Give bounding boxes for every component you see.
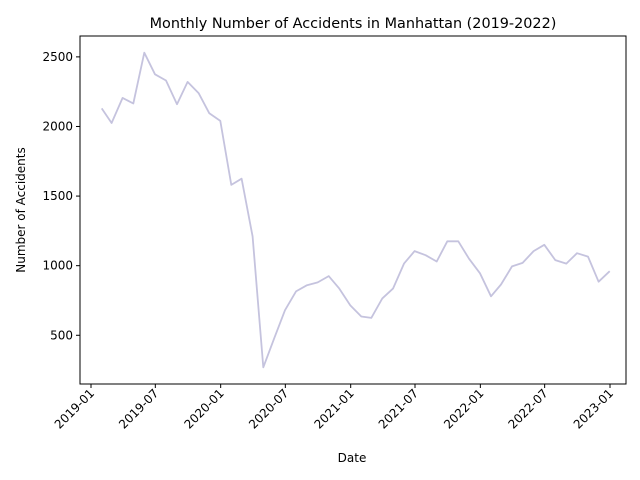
y-tick-label: 500 (50, 328, 73, 342)
accidents-series-line (100, 51, 611, 369)
y-tick-label: 1000 (42, 259, 73, 273)
y-tick-label: 2500 (42, 50, 73, 64)
x-axis: 2019-01 2019-07 2020-01 2020-07 2021-01 2021-… (52, 384, 616, 432)
plot-area (79, 35, 627, 385)
x-tick-label: 2019-01 (52, 386, 97, 431)
x-tick-label: 2022-07 (505, 386, 550, 431)
x-tick-label: 2020-01 (181, 386, 226, 431)
y-tick-label: 2000 (42, 119, 73, 133)
x-axis-title: Date (338, 451, 367, 465)
x-tick-label: 2021-01 (311, 386, 356, 431)
x-tick-label: 2019-07 (116, 386, 161, 431)
y-axis-title: Number of Accidents (14, 147, 28, 273)
x-tick-label: 2020-07 (246, 386, 291, 431)
y-axis: 500 1000 1500 2000 2500 (42, 50, 80, 342)
x-tick-label: 2021-07 (376, 386, 421, 431)
x-tick-label: 2023-01 (571, 386, 616, 431)
x-tick-label: 2022-01 (441, 386, 486, 431)
y-tick-label: 1500 (42, 189, 73, 203)
chart-title: Monthly Number of Accidents in Manhattan… (150, 16, 557, 32)
axes-frame (79, 35, 627, 385)
